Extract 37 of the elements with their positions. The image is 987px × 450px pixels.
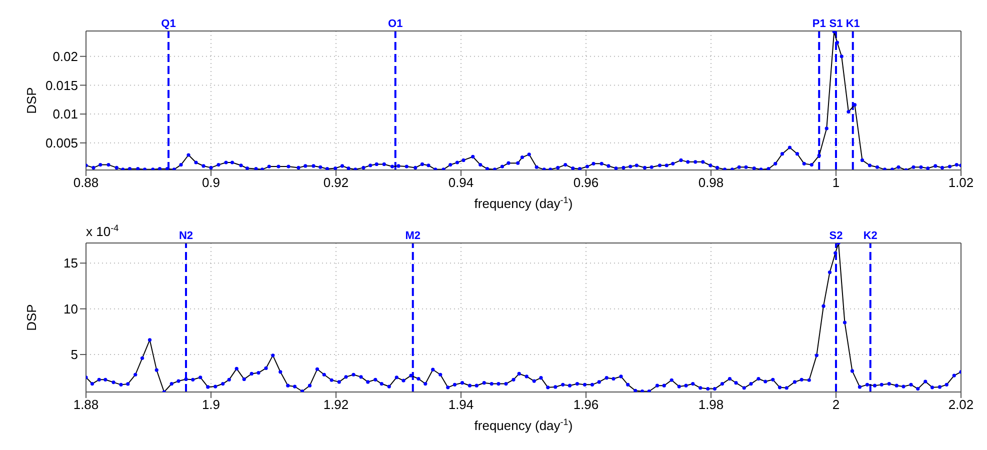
ref-line-label: Q1 bbox=[161, 18, 176, 30]
x-tick-label: 2 bbox=[832, 397, 840, 412]
ref-line-label: K2 bbox=[863, 230, 878, 242]
x-tick-label: 1.9 bbox=[202, 397, 220, 412]
ref-line-label: K1 bbox=[846, 18, 860, 30]
x-tick-label: 0.96 bbox=[573, 175, 599, 190]
y-axis-title: DSP bbox=[24, 87, 39, 114]
ref-line-label: O1 bbox=[388, 18, 403, 30]
x-tick-label: 0.98 bbox=[698, 175, 724, 190]
y-tick-label: 0.005 bbox=[45, 136, 78, 151]
x-tick-label: 2.02 bbox=[948, 397, 974, 412]
x-tick-label: 0.9 bbox=[202, 175, 220, 190]
ref-line-label: P1 bbox=[812, 18, 826, 30]
y-tick-label: 10 bbox=[64, 301, 78, 316]
x-tick-label: 1.96 bbox=[573, 397, 599, 412]
x-tick-label: 0.92 bbox=[323, 175, 349, 190]
x-tick-label: 1.98 bbox=[698, 397, 724, 412]
y-tick-label: 0.02 bbox=[52, 48, 78, 64]
x-axis-title: frequency (day$^{-1}$) bbox=[474, 195, 573, 211]
x-tick-label: 1 bbox=[832, 175, 840, 190]
x-axis-title: frequency (day$^{-1}$) bbox=[474, 417, 573, 433]
ref-line-label: N2 bbox=[178, 230, 194, 242]
x-tick-label: 1.88 bbox=[73, 397, 99, 412]
y-axis-title: DSP bbox=[24, 304, 39, 331]
ref-line-label: S2 bbox=[829, 230, 843, 242]
x-tick-label: 1.92 bbox=[323, 397, 349, 412]
x-tick-label: 1.94 bbox=[448, 397, 474, 412]
x-tick-label: 0.88 bbox=[73, 175, 99, 190]
x-tick-label: 1.02 bbox=[948, 175, 974, 190]
y-tick-label: 0.01 bbox=[52, 106, 78, 122]
y-tick-label: 0.015 bbox=[45, 78, 78, 93]
x-tick-label: 0.94 bbox=[448, 175, 474, 190]
text: x 10$^{-4}$ bbox=[86, 223, 119, 239]
y-tick-label: 15 bbox=[64, 256, 78, 271]
ref-line-label: S1 bbox=[829, 18, 843, 30]
ref-line-label: M2 bbox=[405, 230, 421, 242]
y-tick-label: 5 bbox=[70, 347, 78, 362]
